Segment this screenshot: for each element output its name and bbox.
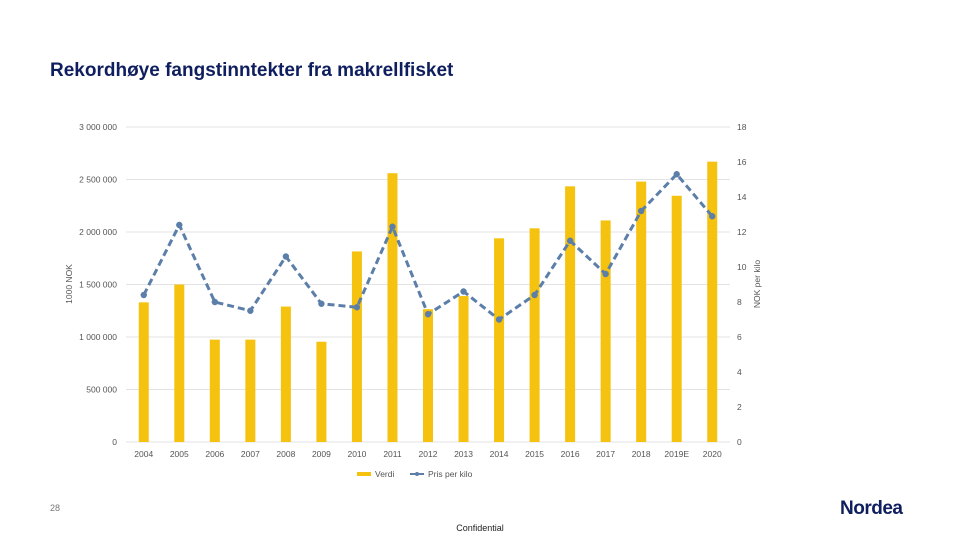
confidential-label: Confidential [456,523,504,533]
bar [529,228,540,442]
price-point [389,223,396,230]
bar [636,181,647,442]
bar [245,339,256,442]
bar-series [138,161,718,442]
price-point [424,311,432,318]
legend-line-label: Pris per kilo [428,469,473,479]
price-point [247,307,254,314]
x-tick-label: 2018 [632,449,651,459]
right-tick-label: 4 [737,367,742,377]
bar [707,161,718,442]
price-point [140,291,147,299]
right-tick-label: 18 [737,122,747,132]
legend-bar-swatch [357,472,371,476]
right-axis-ticks: 0 2 4 6 8 10 12 14 16 18 [737,122,747,447]
price-point [637,207,645,215]
bar [387,173,398,442]
x-tick-label: 2010 [347,449,366,459]
x-tick-label: 2006 [205,449,224,459]
right-tick-label: 10 [737,262,747,272]
x-tick-label: 2020 [703,449,722,459]
bar [351,251,362,442]
x-tick-label: 2015 [525,449,544,459]
left-tick-label: 2 500 000 [79,175,117,185]
right-axis-title: NOK per kilo [752,260,762,308]
x-tick-label: 2016 [561,449,580,459]
price-point [176,221,183,229]
bar [316,341,327,442]
left-tick-label: 3 000 000 [79,122,117,132]
right-tick-label: 2 [737,402,742,412]
x-tick-label: 2011 [383,449,402,459]
left-axis-title: 1000 NOK [64,264,74,304]
bar [600,220,611,442]
x-tick-label: 2005 [170,449,189,459]
x-tick-label: 2007 [241,449,260,459]
slide-title: Rekordhøye fangstinntekter fra makrellfi… [50,60,454,81]
price-point [282,253,290,260]
right-tick-label: 14 [737,192,747,202]
x-axis-ticks: 2004 2005 2006 2007 2008 2009 2010 2011 2012 2013… [134,449,722,459]
price-point [709,213,716,220]
bar [174,284,185,442]
x-tick-label: 2004 [134,449,153,459]
line-series [140,171,716,323]
right-tick-label: 16 [737,157,747,167]
left-tick-label: 1 500 000 [79,280,117,290]
bar [423,309,433,442]
price-point [460,288,467,295]
x-tick-label: 2009 [312,449,331,459]
right-tick-label: 12 [737,227,747,237]
x-tick-label: 2008 [276,449,295,459]
x-tick-label: 2013 [454,449,473,459]
left-axis-ticks: 0 500 000 1 000 000 1 500 000 2 000 000 2 500… [79,122,117,447]
nordea-logo: Nordea [840,498,903,519]
price-point [495,316,503,323]
x-tick-label: 2019E [664,449,689,459]
bar [138,302,149,442]
left-tick-label: 2 000 000 [79,227,117,237]
price-line [142,172,714,322]
price-point [353,304,361,311]
price-point [566,237,574,244]
left-tick-label: 1 000 000 [79,332,117,342]
price-point [531,291,538,299]
bar [458,296,469,442]
x-tick-label: 2014 [490,449,509,459]
bar [280,306,291,442]
x-tick-label: 2012 [419,449,438,459]
right-tick-label: 8 [737,297,742,307]
x-tick-label: 2017 [596,449,615,459]
bar [494,238,505,442]
price-point [211,298,219,306]
bar [209,339,220,442]
price-point [673,171,680,178]
legend-line-marker [415,472,419,476]
price-point [602,270,609,278]
left-tick-label: 0 [112,437,117,447]
right-tick-label: 6 [737,332,742,342]
page-number: 28 [50,503,61,513]
left-tick-label: 500 000 [86,385,117,395]
bar [671,195,682,442]
price-point [318,300,325,307]
legend: Verdi Pris per kilo [357,469,473,479]
bar [565,186,576,442]
legend-bar-label: Verdi [375,469,394,479]
right-tick-label: 0 [737,437,742,447]
